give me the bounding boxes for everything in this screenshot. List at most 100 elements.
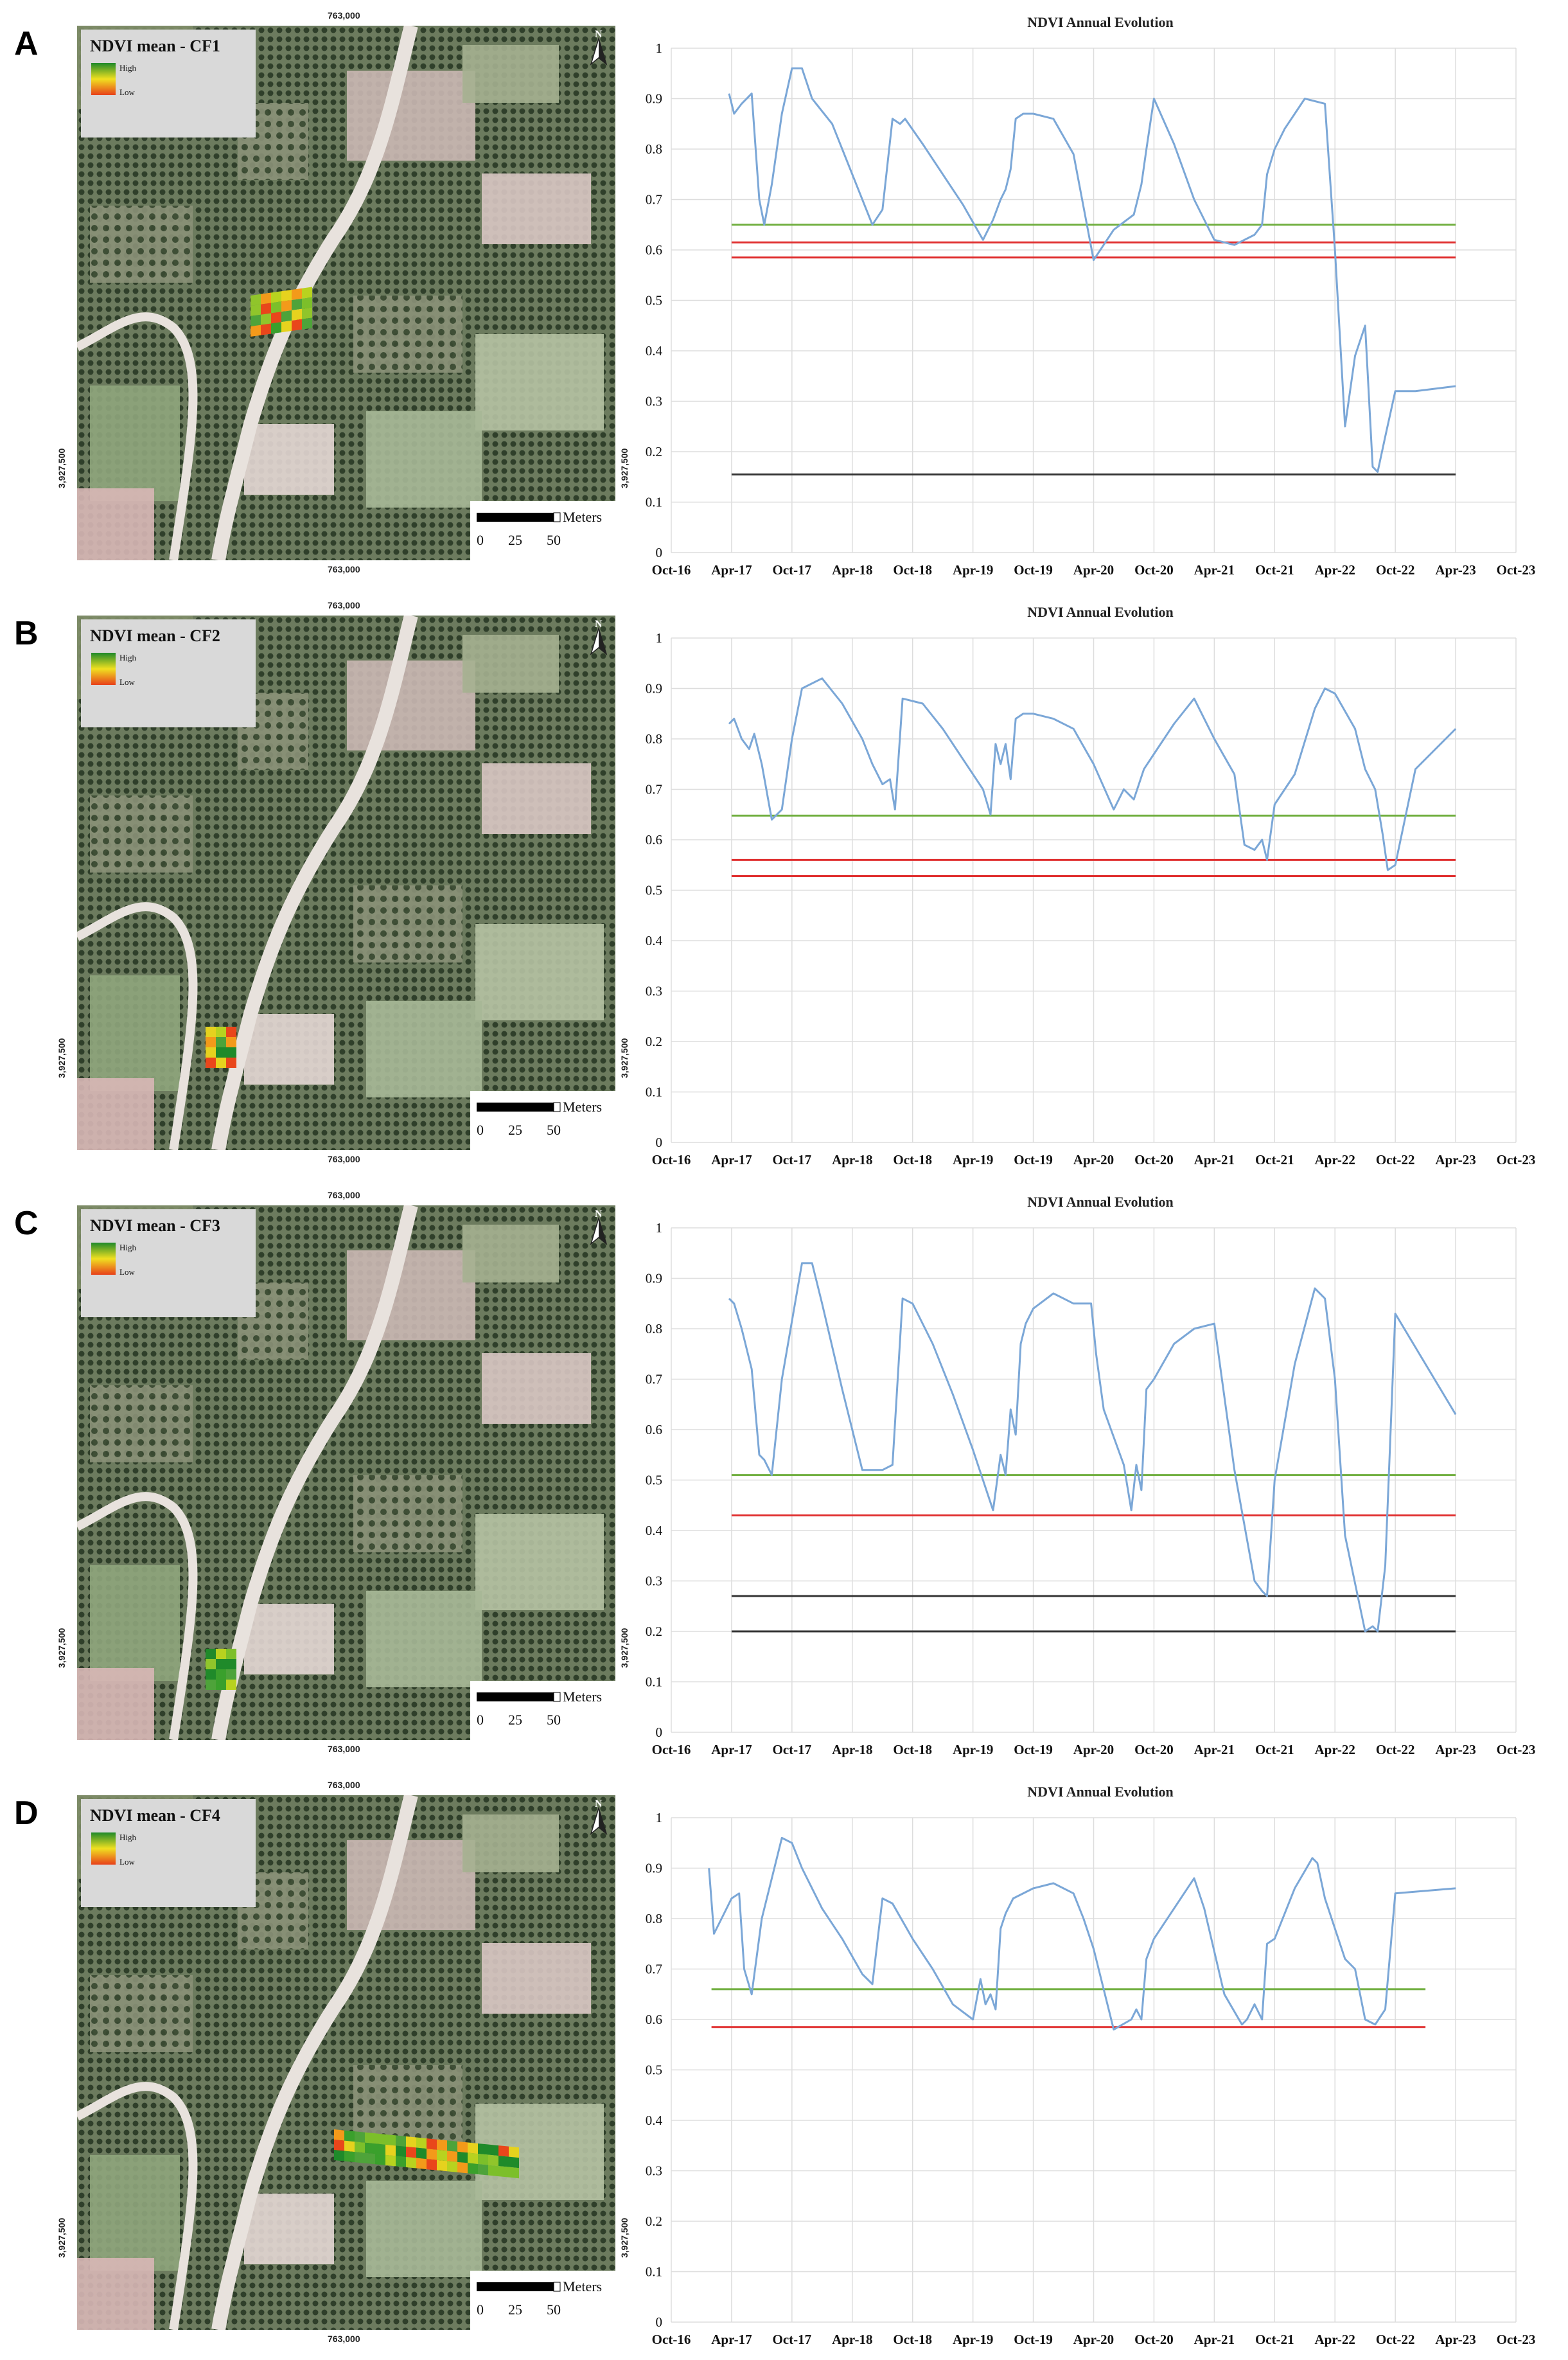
x-tick-label: Apr-20	[1073, 1152, 1114, 1167]
field-block	[366, 411, 482, 508]
north-label: N	[595, 1209, 603, 1220]
map-svg: NDVI mean - CF4 High Low N Meters 0 25 50	[77, 1795, 615, 2330]
scale-bar	[477, 1103, 554, 1112]
y-tick-label: 0.1	[646, 1674, 662, 1690]
scale-tick-label: 0	[477, 1122, 484, 1138]
x-tick-label: Apr-21	[1194, 562, 1235, 578]
ndvi-cell	[355, 2152, 365, 2163]
field-block	[475, 1514, 604, 1610]
ndvi-cell	[216, 1649, 226, 1659]
ndvi-cell	[396, 2145, 406, 2157]
north-arrow-icon	[590, 1806, 608, 1836]
scale-unit-label: Meters	[563, 1099, 602, 1115]
x-tick-label: Apr-23	[1435, 562, 1476, 578]
ndvi-cell	[498, 2156, 509, 2167]
y-tick-label: 1	[656, 40, 663, 56]
ndvi-cell	[226, 1680, 236, 1690]
x-tick-label: Apr-17	[711, 1742, 752, 1757]
ndvi-cell	[226, 1027, 236, 1037]
y-tick-label: 0.5	[646, 883, 662, 898]
scale-tick-label: 50	[547, 1712, 561, 1728]
x-tick-label: Apr-18	[832, 2332, 872, 2347]
ndvi-cell	[427, 2159, 437, 2170]
scale-unit-label: Meters	[563, 1689, 602, 1705]
ndvi-cell	[292, 319, 302, 332]
field-block	[90, 1385, 193, 1462]
field-block	[244, 424, 334, 495]
chart-svg: 0 0.1 0.2 0.3 0.4 0.5 0.6 0.7 0.8 0.9 1 Oct-16 Apr-1…	[646, 1220, 1536, 1757]
ndvi-parcel	[251, 287, 312, 337]
ndvi-cell	[509, 2167, 519, 2179]
ndvi-cell	[271, 301, 281, 314]
legend-title: NDVI mean - CF4	[90, 1806, 220, 1825]
scale-bar-box	[470, 2271, 615, 2330]
y-tick-label: 0	[656, 1135, 663, 1150]
scale-tick-label: 0	[477, 532, 484, 548]
ndvi-cell	[334, 2150, 344, 2161]
scale-tick-label: 25	[508, 532, 522, 548]
north-label: N	[595, 29, 603, 40]
ndvi-cell	[385, 2144, 396, 2156]
field-block	[482, 1353, 591, 1424]
road	[77, 902, 198, 1150]
map-svg: NDVI mean - CF3 High Low N Meters 0 25 50	[77, 1205, 615, 1740]
legend-gradient	[91, 63, 116, 95]
scale-tick-label: 0	[477, 2302, 484, 2318]
north-arrow-icon	[590, 37, 608, 66]
x-tick-label: Oct-23	[1497, 1742, 1536, 1757]
x-tick-label: Oct-19	[1014, 1742, 1053, 1757]
ndvi-series-line	[728, 677, 1457, 871]
x-tick-label: Oct-18	[893, 562, 932, 578]
x-tick-label: Apr-20	[1073, 2332, 1114, 2347]
ndvi-chart: NDVI Annual Evolution 0 0.1 0.2 0.3 0.4 0.5 0.…	[633, 590, 1568, 1180]
ndvi-cell	[292, 298, 302, 311]
x-tick-label: Apr-21	[1194, 2332, 1235, 2347]
y-tick-label: 0.7	[646, 1962, 662, 1977]
y-tick-label: 0.4	[646, 933, 663, 948]
ndvi-cell	[226, 1047, 236, 1058]
x-tick-label: Apr-23	[1435, 1152, 1476, 1167]
ndvi-cell	[447, 2151, 457, 2162]
ndvi-cell	[457, 2141, 468, 2153]
scale-tick-label: 50	[547, 2302, 561, 2318]
y-tick-label: 0.4	[646, 343, 663, 359]
field-block	[475, 334, 604, 430]
chart-svg: 0 0.1 0.2 0.3 0.4 0.5 0.6 0.7 0.8 0.9 1 Oct-16 Apr-1…	[646, 1810, 1536, 2347]
ndvi-cell	[416, 2158, 427, 2170]
y-tick-label: 0.3	[646, 1574, 662, 1589]
scale-bar-box	[470, 1091, 615, 1150]
panel-label: D	[14, 1795, 39, 1832]
x-tick-label: Oct-23	[1497, 562, 1536, 578]
field-block	[244, 1014, 334, 1085]
x-tick-label: Oct-17	[773, 562, 812, 578]
legend-low-label: Low	[119, 1857, 135, 1867]
scale-unit-label: Meters	[563, 509, 602, 525]
y-tick-label: 0.5	[646, 293, 662, 308]
ndvi-cell	[509, 2156, 519, 2169]
y-tick-label: 0.7	[646, 1372, 662, 1387]
ndvi-cell	[468, 2152, 478, 2164]
satellite-map: NDVI mean - CF3 High Low N Meters 0 25 50	[77, 1205, 615, 1740]
ndvi-cell	[302, 307, 312, 319]
y-tick-label: 0	[656, 1725, 663, 1740]
ndvi-chart: NDVI Annual Evolution 0 0.1 0.2 0.3 0.4 0.5 0.…	[633, 0, 1568, 590]
map-coord-x-bottom: 763,000	[328, 1744, 360, 1754]
y-tick-label: 0.8	[646, 1911, 662, 1926]
ndvi-cell	[226, 1037, 236, 1047]
y-tick-label: 0.3	[646, 984, 662, 999]
field-block	[77, 1668, 154, 1740]
x-tick-label: Oct-18	[893, 1152, 932, 1167]
ndvi-cell	[292, 288, 302, 301]
x-tick-label: Oct-17	[773, 2332, 812, 2347]
x-tick-label: Oct-23	[1497, 1152, 1536, 1167]
panel-d: D 763,000 763,000 3,927,500 3,927,500 ND…	[0, 1770, 1568, 2359]
x-tick-label: Oct-17	[773, 1152, 812, 1167]
map-coord-x-top: 763,000	[328, 10, 360, 21]
ndvi-cell	[447, 2161, 457, 2172]
ndvi-cell	[261, 303, 271, 315]
field-block	[77, 488, 154, 560]
map-coord-y-left: 3,927,500	[57, 1628, 67, 1668]
legend-title: NDVI mean - CF3	[90, 1216, 220, 1235]
ndvi-cell	[261, 313, 271, 325]
field-block	[347, 661, 475, 750]
